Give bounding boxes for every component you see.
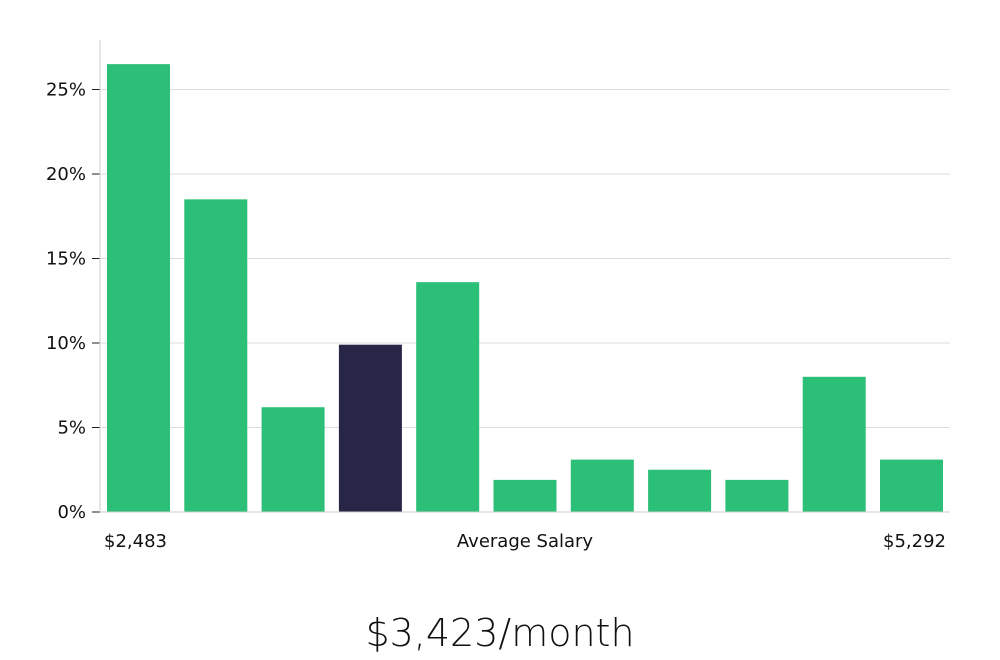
average-salary-value: $3,423/month (365, 611, 635, 655)
y-tick-label: 25% (46, 80, 86, 101)
bar (570, 459, 634, 512)
bars (107, 64, 943, 513)
y-tick-label: 5% (57, 418, 86, 439)
y-tick-label: 20% (46, 164, 86, 185)
bar (880, 459, 943, 512)
y-tick-label: 15% (46, 249, 86, 270)
bar (493, 479, 557, 512)
axes: 0% 5% 10% 15% 20% 25% (46, 40, 950, 523)
labels: $2,483 Average Salary $5,292 (104, 531, 946, 552)
x-end-label: $5,292 (883, 531, 946, 552)
bar-highlighted (338, 344, 402, 512)
y-tick-label: 0% (57, 502, 86, 523)
y-tick-label: 10% (46, 333, 86, 354)
bar (184, 199, 248, 512)
bar (802, 376, 866, 512)
bar (107, 64, 170, 513)
x-start-label: $2,483 (104, 531, 167, 552)
bar (725, 479, 789, 512)
bar (416, 282, 480, 512)
chart-svg: 0% 5% 10% 15% 20% 25% $2,483 Average Salary $… (46, 40, 950, 552)
bar (648, 469, 712, 512)
x-axis-title: Average Salary (457, 531, 594, 552)
bar (261, 407, 325, 512)
